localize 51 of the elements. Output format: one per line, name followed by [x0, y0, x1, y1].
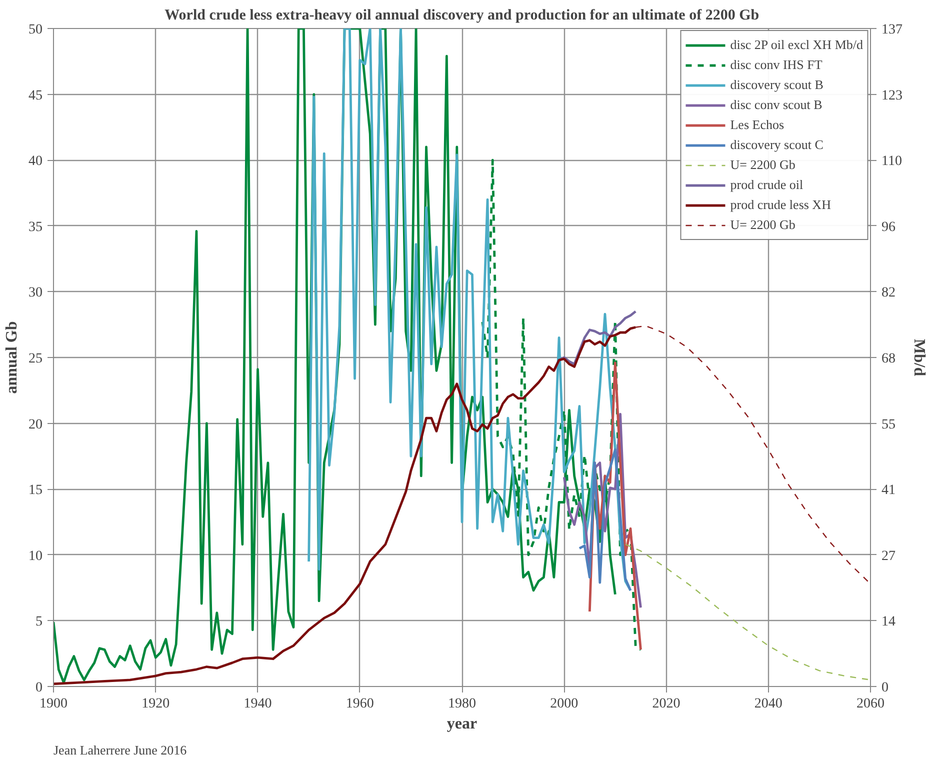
- y2-tick-label: 123: [882, 88, 902, 104]
- y2-tick-label: 0: [882, 680, 888, 696]
- y2-tick-label: 82: [882, 286, 896, 301]
- y-tick-label: 20: [28, 417, 42, 432]
- y-tick-label: 50: [28, 22, 42, 38]
- y2-tick-label: 27: [882, 548, 896, 564]
- text: Jean Laherrere June 2016: [54, 742, 188, 758]
- x-tick-label: 2060: [856, 696, 884, 712]
- y2-axis-title: Mb/d: [910, 338, 928, 376]
- x-tick-label: 1960: [346, 696, 374, 712]
- y2-tick-label: 41: [882, 483, 896, 498]
- y-tick-label: 45: [28, 88, 42, 104]
- legend-label: disc conv IHS FT: [730, 56, 822, 74]
- x-tick-label: 1940: [244, 696, 272, 712]
- y2-tick-label: 110: [882, 154, 902, 170]
- legend-label: prod crude oil: [730, 176, 804, 194]
- y-tick-label: 10: [28, 548, 42, 564]
- line-series: [54, 326, 637, 686]
- x-tick-label: 2020: [652, 696, 680, 712]
- x-tick-label: 2040: [754, 696, 782, 712]
- legend-label: U= 2200 Gb: [730, 156, 796, 174]
- line-series: [624, 544, 870, 681]
- y2-tick-label: 68: [882, 352, 896, 366]
- y-tick-label: 0: [36, 680, 42, 696]
- line-series: [588, 362, 642, 651]
- x-tick-label: 1920: [142, 696, 170, 712]
- y-tick-label: 5: [36, 614, 42, 630]
- x-tick-label: 1900: [40, 696, 68, 712]
- y-tick-label: 40: [28, 154, 42, 170]
- x-tick-label: 2000: [550, 696, 578, 712]
- y-axis-title: annual Gb: [4, 321, 20, 394]
- legend-label: disc conv scout B: [730, 96, 822, 114]
- y-tick-label: 30: [28, 286, 42, 301]
- legend-label: discovery scout B: [730, 76, 824, 94]
- legend-label: discovery scout C: [730, 136, 824, 154]
- legend-label: disc 2P oil excl XH Mb/d: [730, 36, 863, 54]
- line-series: [635, 325, 870, 584]
- x-axis-title: year: [446, 716, 478, 732]
- y-tick-label: 35: [28, 220, 42, 235]
- x-tick-label: 1980: [448, 696, 476, 712]
- y-tick-label: 15: [28, 483, 42, 498]
- legend-label: U= 2200 Gb: [730, 216, 796, 234]
- y-tick-label: 25: [28, 352, 42, 366]
- legend-label: Les Echos: [730, 116, 784, 134]
- y2-tick-label: 137: [882, 22, 902, 38]
- line-series: [578, 448, 632, 592]
- chart-title: World crude less extra-heavy oil annual discovery and production for an ultimate of 2200 Gb: [164, 8, 760, 24]
- y2-tick-label: 55: [882, 417, 896, 432]
- y2-tick-label: 96: [882, 220, 896, 235]
- legend-label: prod crude less XH: [730, 196, 831, 214]
- y2-tick-label: 14: [882, 614, 896, 630]
